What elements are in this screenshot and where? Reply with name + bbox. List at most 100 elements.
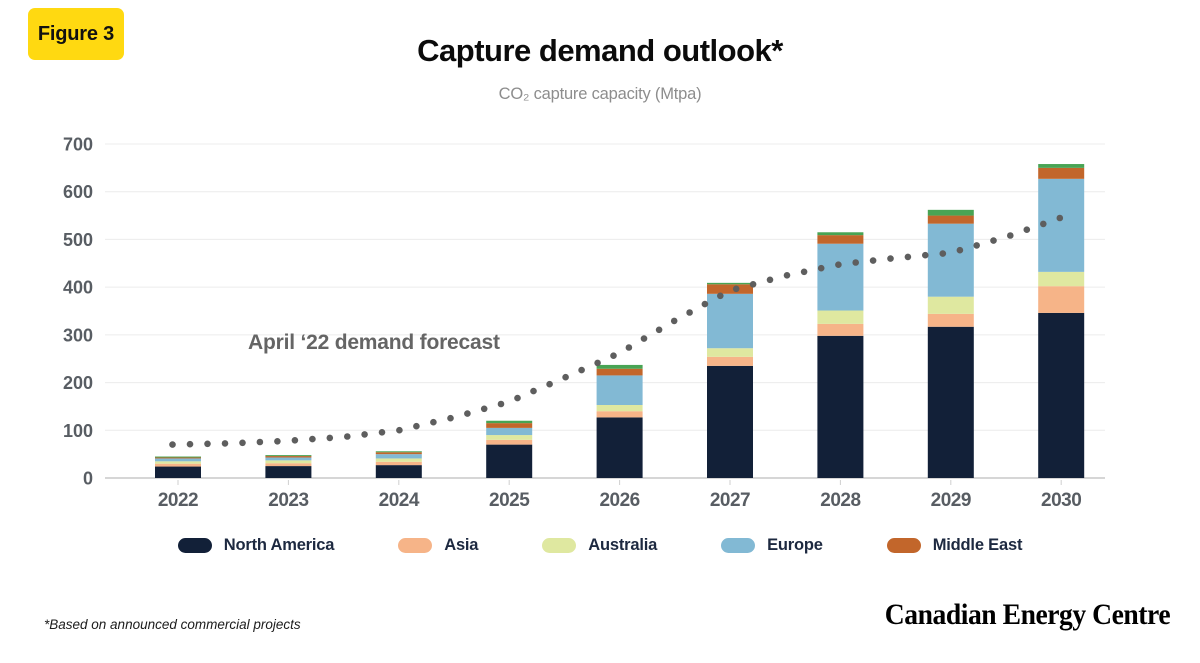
bar-segment-australia	[375, 458, 422, 462]
forecast-dot	[514, 394, 521, 402]
bar-segment-europe	[155, 458, 201, 462]
forecast-dot	[869, 257, 877, 264]
bar-segment-other	[596, 364, 643, 369]
y-axis-tick-label: 100	[63, 421, 93, 441]
forecast-dot	[1023, 226, 1031, 233]
forecast-dot	[686, 309, 693, 316]
y-axis-tick-label: 600	[63, 182, 93, 202]
forecast-dot	[530, 387, 537, 395]
forecast-dot	[922, 251, 929, 259]
forecast-dot	[396, 426, 403, 434]
bar-segment-other	[707, 282, 753, 285]
bar-segment-middle-east	[486, 423, 533, 428]
bar-segment-other	[817, 232, 864, 236]
forecast-dot	[766, 276, 774, 284]
legend-item-north-america: North America	[177, 536, 334, 555]
forecast-dot	[464, 410, 471, 417]
legend-swatch-north-america	[177, 538, 212, 553]
legend-swatch-asia	[398, 538, 433, 553]
bar-segment-other	[927, 209, 974, 216]
forecast-dot	[186, 440, 194, 448]
figure-badge-label: Figure 3	[37, 22, 115, 45]
bar-segment-other	[375, 451, 422, 453]
forecast-dot	[594, 359, 601, 367]
bar-segment-middle-east	[265, 456, 312, 458]
bar-segment-middle-east	[707, 284, 753, 294]
x-axis-label: 2026	[599, 490, 639, 511]
brand-masthead: Canadian Energy Centre	[884, 598, 1171, 631]
x-axis-label: 2023	[268, 490, 308, 511]
bar-segment-australia	[155, 461, 201, 464]
bar-segment-asia	[817, 323, 864, 336]
forecast-dot	[344, 433, 351, 440]
bar-segment-asia	[155, 463, 201, 467]
bar-segment-asia	[265, 463, 312, 467]
bar-segment-north-america	[927, 326, 974, 478]
forecast-dot	[256, 438, 264, 446]
bar-segment-europe	[817, 243, 864, 311]
legend-item-asia: Asia	[398, 536, 478, 555]
forecast-dot	[749, 281, 757, 288]
bar-segment-australia	[265, 460, 312, 464]
chart-legend: North America Asia Australia Europe Middle E…	[0, 536, 1200, 555]
forecast-dot	[817, 264, 825, 272]
y-axis-tick-label: 500	[63, 230, 93, 250]
forecast-dot	[309, 435, 316, 443]
x-axis-label: 2024	[379, 490, 420, 511]
legend-swatch-europe	[721, 538, 756, 553]
forecast-dot	[852, 259, 859, 266]
bar-segment-north-america	[1038, 312, 1085, 478]
forecast-dot	[546, 380, 553, 388]
bar-segment-middle-east	[1038, 167, 1085, 179]
chart-subtitle: CO₂ capture capacity (Mtpa)	[498, 85, 702, 103]
x-axis-label: 2030	[1041, 490, 1081, 511]
forecast-dot	[361, 431, 368, 438]
bar-segment-other	[1038, 164, 1085, 168]
forecast-dot	[413, 422, 420, 430]
forecast-dot	[655, 326, 663, 334]
forecast-dot	[274, 438, 281, 445]
forecast-dot	[562, 373, 569, 381]
bar-segment-europe	[486, 427, 533, 436]
legend-label-middle-east: Middle East	[932, 536, 1023, 554]
bar-segment-europe	[707, 293, 753, 349]
forecast-dot	[221, 440, 229, 447]
forecast-dot	[800, 268, 808, 276]
bar-segment-asia	[1038, 286, 1085, 313]
forecast-dot	[717, 292, 724, 300]
capture-demand-chart: 0 100 200 300 400 500 600 700 2022 2023 2024 2025 20…	[63, 135, 1105, 511]
y-axis-tick-label: 300	[63, 325, 93, 345]
legend-label-australia: Australia	[588, 536, 658, 554]
bar-segment-australia	[817, 310, 864, 324]
bar-segment-australia	[1038, 271, 1085, 287]
forecast-dot	[239, 439, 246, 447]
forecast-dot	[480, 405, 488, 413]
bar-segment-asia	[707, 356, 753, 366]
bar-segment-europe	[596, 375, 643, 405]
legend-item-middle-east: Middle East	[886, 536, 1023, 555]
forecast-dot	[430, 418, 437, 426]
bar-segment-asia	[596, 411, 643, 418]
bar-segment-europe	[375, 454, 422, 459]
bar-segment-north-america	[707, 365, 753, 478]
forecast-dot	[610, 352, 617, 360]
forecast-dot	[990, 237, 997, 244]
chart-title: Capture demand outlook*	[417, 33, 783, 68]
bar-segment-middle-east	[155, 457, 201, 459]
bar-segment-asia	[486, 439, 533, 445]
legend-item-europe: Europe	[721, 536, 823, 555]
bar-segment-north-america	[265, 466, 312, 478]
forecast-dot	[378, 429, 386, 436]
forecast-dot	[939, 250, 947, 257]
forecast-dot	[701, 300, 709, 308]
forecast-dot	[956, 246, 964, 254]
bar-segment-asia	[927, 313, 974, 327]
forecast-dot	[1056, 214, 1064, 222]
bar-segment-australia	[486, 435, 533, 440]
legend-swatch-australia	[542, 538, 577, 553]
bar-segment-other	[486, 420, 533, 424]
forecast-dot	[291, 437, 299, 444]
bar-segment-middle-east	[375, 452, 422, 455]
forecast-dot	[670, 317, 678, 325]
forecast-dot	[835, 261, 842, 269]
